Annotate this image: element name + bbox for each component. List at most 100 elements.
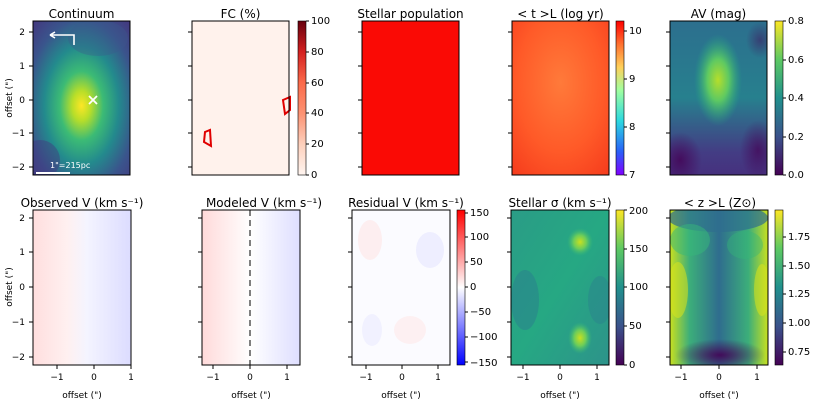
svg-text:0: 0 xyxy=(247,373,253,383)
svg-text:1: 1 xyxy=(19,62,25,72)
panel-title: Observed V (km s⁻¹) xyxy=(21,196,144,210)
svg-text:1.75: 1.75 xyxy=(788,232,810,243)
modeled-v-xlabel: offset (") xyxy=(231,391,271,401)
svg-text:7: 7 xyxy=(629,170,635,181)
panel-stellar-population: Stellar population xyxy=(357,7,464,176)
panel-residual-v: Residual V (km s⁻¹) −1 0 1 offset (") 15… xyxy=(348,196,497,401)
panel-modeled-v: Modeled V (km s⁻¹) −1 0 1 offset (") xyxy=(198,196,322,401)
svg-text:0: 0 xyxy=(19,96,25,106)
panel-stellar-sigma: Stellar σ (km s⁻¹) −1 0 1 offset (") 0 5… xyxy=(507,196,648,401)
fc-contour xyxy=(202,128,213,148)
residual-v-xlabel: offset (") xyxy=(381,391,421,401)
svg-text:40: 40 xyxy=(311,108,324,119)
svg-text:−1: −1 xyxy=(50,373,63,383)
north-east-arrow-icon xyxy=(49,31,75,45)
observed-v-xlabel: offset (") xyxy=(62,391,102,401)
fc-heatmap xyxy=(192,21,289,175)
svg-text:−1: −1 xyxy=(12,129,25,139)
panel-title: Modeled V (km s⁻¹) xyxy=(206,196,322,210)
metallicity-colorbar xyxy=(774,209,784,366)
svg-text:0.75: 0.75 xyxy=(788,347,810,358)
svg-text:150: 150 xyxy=(629,244,648,255)
panel-observed-v: Observed V (km s⁻¹) 2 1 0 −1 −2 −1 0 1 o… xyxy=(5,196,143,401)
av-colorbar xyxy=(774,20,784,176)
svg-text:0: 0 xyxy=(629,360,635,371)
svg-text:0: 0 xyxy=(311,170,317,181)
svg-text:50: 50 xyxy=(470,257,483,268)
svg-text:−1: −1 xyxy=(516,373,529,383)
svg-text:100: 100 xyxy=(470,232,489,243)
fc-colorbar xyxy=(297,20,307,176)
svg-text:−1: −1 xyxy=(359,373,372,383)
panel-title: Stellar σ (km s⁻¹) xyxy=(508,196,611,210)
metallicity-xlabel: offset (") xyxy=(699,391,739,401)
svg-text:0.8: 0.8 xyxy=(788,16,804,27)
svg-text:1.00: 1.00 xyxy=(788,318,810,329)
panel-av: AV (mag) 0.0 0.2 0.4 0.6 0.8 xyxy=(666,7,804,181)
svg-text:1: 1 xyxy=(435,373,441,383)
svg-text:0: 0 xyxy=(91,373,97,383)
stellar-sigma-colorbar xyxy=(615,209,625,366)
svg-text:10: 10 xyxy=(629,26,642,37)
svg-text:0: 0 xyxy=(716,373,722,383)
svg-text:0: 0 xyxy=(557,373,563,383)
panel-title: < t >L (log yr) xyxy=(517,7,603,21)
svg-text:−50: −50 xyxy=(470,307,491,318)
panel-title: FC (%) xyxy=(221,7,261,21)
observed-v-heatmap xyxy=(33,210,131,365)
continuum-yaxis: 2 1 0 −1 −2 xyxy=(12,28,33,173)
svg-text:1: 1 xyxy=(19,248,25,258)
panel-title: AV (mag) xyxy=(691,7,747,21)
panel-age: < t >L (log yr) 7 8 9 10 xyxy=(508,7,642,181)
svg-text:50: 50 xyxy=(629,321,642,332)
continuum-ylabel: offset (") xyxy=(5,78,15,118)
age-colorbar xyxy=(615,20,625,176)
svg-text:100: 100 xyxy=(311,16,330,27)
svg-text:1: 1 xyxy=(754,373,760,383)
modeled-v-heatmap xyxy=(202,210,300,365)
svg-text:0.6: 0.6 xyxy=(788,55,804,66)
svg-text:8: 8 xyxy=(629,122,635,133)
age-heatmap xyxy=(512,21,609,175)
svg-text:1: 1 xyxy=(128,373,134,383)
center-cross-icon xyxy=(88,95,98,105)
svg-text:2: 2 xyxy=(19,214,25,224)
svg-text:150: 150 xyxy=(470,208,489,219)
svg-text:−1: −1 xyxy=(206,373,219,383)
svg-text:0.0: 0.0 xyxy=(788,170,804,181)
svg-text:80: 80 xyxy=(311,47,324,58)
svg-text:−1: −1 xyxy=(674,373,687,383)
svg-text:−2: −2 xyxy=(12,353,25,363)
panel-title: < z >L (Z⊙) xyxy=(684,196,756,210)
panel-title: Residual V (km s⁻¹) xyxy=(348,196,464,210)
svg-text:1.25: 1.25 xyxy=(788,289,810,300)
continuum-heatmap xyxy=(33,21,130,175)
svg-text:2: 2 xyxy=(19,28,25,38)
svg-text:1: 1 xyxy=(594,373,600,383)
svg-text:100: 100 xyxy=(629,282,648,293)
stellar-population-heatmap xyxy=(362,21,459,175)
residual-v-colorbar xyxy=(456,209,466,366)
svg-text:−2: −2 xyxy=(12,163,25,173)
panel-title: Stellar population xyxy=(357,7,463,21)
svg-text:0: 0 xyxy=(470,282,476,293)
svg-text:0.2: 0.2 xyxy=(788,132,804,143)
svg-text:−150: −150 xyxy=(470,358,497,369)
svg-text:−100: −100 xyxy=(470,332,497,343)
panel-continuum: 1"=215pc Continuum 2 1 0 −1 −2 offset ("… xyxy=(5,7,131,176)
scalebar-label: 1"=215pc xyxy=(50,161,90,170)
svg-text:−1: −1 xyxy=(12,318,25,328)
svg-text:0: 0 xyxy=(19,283,25,293)
svg-text:0: 0 xyxy=(399,373,405,383)
panel-fc: FC (%) 0 20 40 60 80 100 xyxy=(188,7,330,181)
observed-v-ylabel: offset (") xyxy=(5,267,15,307)
svg-text:200: 200 xyxy=(629,206,648,217)
svg-text:1.50: 1.50 xyxy=(788,261,810,272)
panel-metallicity: < z >L (Z⊙) −1 0 1 offset (") 0.75 1.00 … xyxy=(666,196,810,401)
svg-text:0.4: 0.4 xyxy=(788,93,804,104)
svg-text:20: 20 xyxy=(311,139,324,150)
svg-text:1: 1 xyxy=(284,373,290,383)
fc-contour xyxy=(281,95,291,116)
stellar-sigma-xlabel: offset (") xyxy=(540,391,580,401)
